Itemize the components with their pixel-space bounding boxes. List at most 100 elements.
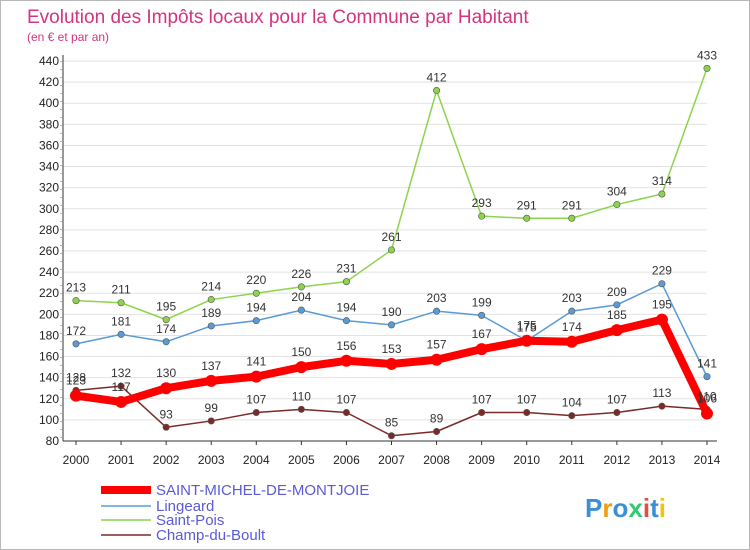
proxiti-logo: Proxiti: [585, 493, 666, 523]
label-saint-michel-de-montjoie-2004: 141: [246, 355, 266, 369]
point-champ-du-boult-2008: [433, 427, 441, 435]
label-saint-michel-de-montjoie-2003: 137: [201, 359, 221, 373]
label-lingeard-2013: 229: [652, 264, 672, 278]
point-saint-michel-de-montjoie-2009: [475, 343, 488, 356]
x-tick-2010: 2010: [513, 453, 540, 467]
point-saint-pois-2001: [117, 299, 125, 307]
y-tick-260: 260: [39, 244, 59, 258]
x-tick-2000: 2000: [63, 453, 90, 467]
legend-label-saint-michel-de-montjoie: SAINT-MICHEL-DE-MONTJOIE: [156, 482, 369, 499]
point-saint-michel-de-montjoie-2012: [610, 324, 623, 337]
point-lingeard-2005: [297, 306, 305, 314]
y-tick-200: 200: [39, 307, 59, 321]
label-saint-michel-de-montjoie-2009: 167: [472, 327, 492, 341]
point-champ-du-boult-2002: [162, 423, 170, 431]
point-champ-du-boult-2010: [523, 408, 531, 416]
x-tick-2005: 2005: [288, 453, 315, 467]
point-saint-michel-de-montjoie-2004: [250, 370, 263, 383]
label-saint-michel-de-montjoie-2001: 117: [112, 380, 131, 394]
point-saint-pois-2003: [207, 296, 215, 304]
data-labels: 172 181 174 189 194 204 194 190 203 199 175 203 209 2…: [66, 48, 717, 429]
point-champ-du-boult-2013: [658, 402, 666, 410]
point-saint-michel-de-montjoie-2011: [565, 335, 578, 348]
label-lingeard-2000: 172: [66, 324, 86, 338]
point-saint-pois-2000: [72, 297, 80, 305]
point-saint-michel-de-montjoie-2014: [701, 407, 713, 420]
label-saint-pois-2000: 213: [66, 281, 86, 295]
point-saint-michel-de-montjoie-2005: [295, 361, 308, 374]
label-lingeard-2009: 199: [472, 295, 492, 309]
label-champ-du-boult-2003: 99: [205, 401, 219, 415]
label-saint-pois-2006: 231: [336, 262, 356, 276]
x-tick-2001: 2001: [108, 453, 135, 467]
point-saint-pois-2004: [252, 289, 260, 297]
label-lingeard-2001: 181: [111, 314, 131, 328]
point-lingeard-2003: [207, 322, 215, 330]
label-champ-du-boult-2004: 107: [246, 393, 266, 407]
x-tick-2011: 2011: [559, 453, 585, 467]
point-lingeard-2009: [478, 311, 486, 319]
y-tick-160: 160: [39, 350, 59, 364]
point-saint-pois-2006: [342, 278, 350, 286]
label-champ-du-boult-2005: 110: [292, 389, 311, 403]
label-champ-du-boult-2014: 110: [697, 389, 716, 403]
y-tick-380: 380: [39, 117, 59, 131]
legend-label-saint-pois: Saint-Pois: [156, 512, 224, 529]
label-saint-michel-de-montjoie-2000: 123: [66, 374, 86, 388]
y-tick-80: 80: [46, 434, 60, 448]
x-tick-2008: 2008: [423, 453, 450, 467]
label-saint-michel-de-montjoie-2005: 150: [291, 345, 311, 359]
point-champ-du-boult-2009: [478, 408, 486, 416]
y-tick-440: 440: [39, 54, 59, 68]
label-saint-pois-2003: 214: [201, 280, 221, 294]
y-tick-400: 400: [39, 96, 59, 110]
x-tick-2007: 2007: [378, 453, 405, 467]
y-tick-360: 360: [39, 138, 59, 152]
point-saint-michel-de-montjoie-2013: [655, 313, 668, 326]
label-champ-du-boult-2013: 113: [652, 386, 671, 400]
point-champ-du-boult-2012: [613, 408, 621, 416]
grid: [63, 60, 707, 442]
series-group: [70, 64, 713, 440]
point-saint-pois-2010: [523, 214, 531, 222]
point-lingeard-2011: [568, 307, 576, 315]
point-saint-pois-2008: [433, 87, 441, 95]
logo-letter-r: r: [602, 493, 612, 523]
x-tick-2013: 2013: [649, 453, 676, 467]
label-lingeard-2007: 190: [381, 305, 401, 319]
point-saint-michel-de-montjoie-2002: [160, 382, 173, 395]
label-lingeard-2002: 174: [156, 322, 176, 336]
y-tick-140: 140: [39, 371, 59, 385]
label-saint-pois-2008: 412: [427, 71, 447, 85]
label-lingeard-2014: 141: [697, 357, 717, 371]
label-saint-pois-2009: 293: [472, 196, 492, 210]
label-saint-pois-2014: 433: [697, 48, 717, 62]
label-saint-pois-2001: 211: [112, 283, 131, 297]
y-tick-100: 100: [39, 413, 59, 427]
y-tick-320: 320: [39, 181, 59, 195]
point-champ-du-boult-2007: [387, 432, 395, 440]
label-lingeard-2004: 194: [246, 301, 266, 315]
label-champ-du-boult-2001: 132: [111, 366, 131, 380]
label-lingeard-2006: 194: [336, 301, 356, 315]
label-saint-michel-de-montjoie-2008: 157: [427, 338, 447, 352]
label-saint-michel-de-montjoie-2013: 195: [652, 298, 672, 312]
label-saint-michel-de-montjoie-2002: 130: [156, 366, 176, 380]
point-saint-michel-de-montjoie-2003: [205, 374, 218, 387]
point-champ-du-boult-2003: [207, 417, 215, 425]
chart-title: Evolution des Impôts locaux pour la Comm…: [27, 7, 529, 28]
y-tick-180: 180: [39, 328, 59, 342]
point-saint-pois-2009: [478, 212, 486, 220]
label-saint-pois-2013: 314: [652, 174, 672, 188]
label-saint-pois-2010: 291: [517, 198, 537, 212]
y-tick-240: 240: [39, 265, 59, 279]
y-tick-280: 280: [39, 223, 59, 237]
label-lingeard-2008: 203: [427, 291, 447, 305]
legend-label-champ-du-boult: Champ-du-Boult: [156, 527, 266, 544]
logo-letter-x: x: [628, 493, 643, 523]
label-champ-du-boult-2009: 107: [472, 393, 492, 407]
label-champ-du-boult-2011: 104: [562, 396, 582, 410]
y-tick-340: 340: [39, 160, 59, 174]
label-saint-pois-2007: 261: [381, 230, 401, 244]
